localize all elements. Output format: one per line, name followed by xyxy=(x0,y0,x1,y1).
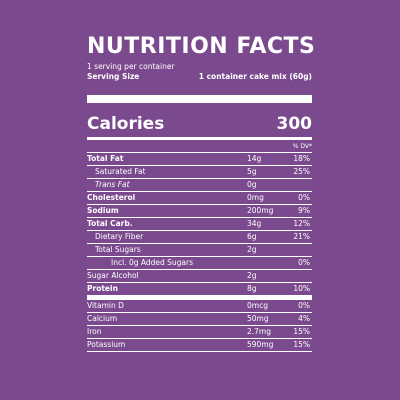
nutrient-name: Incl. 0g Added Sugars xyxy=(111,258,193,267)
nutrient-row: Total Carb. 34g 12% xyxy=(87,218,312,231)
nutrient-amount: 8g xyxy=(247,284,257,293)
nutrient-row: Dietary Fiber 6g 21% xyxy=(87,231,312,244)
nutrition-label: NUTRITION FACTS 1 serving per container … xyxy=(87,34,316,352)
nutrient-dv: 4% xyxy=(298,314,310,323)
nutrient-dv: 15% xyxy=(293,327,310,336)
nutrient-dv: 0% xyxy=(298,193,310,202)
nutrient-amount: 50mg xyxy=(247,314,269,323)
nutrient-row: Sugar Alcohol 2g xyxy=(87,270,312,283)
nutrient-dv: 21% xyxy=(293,232,310,241)
serving-size: Serving Size 1 container cake mix (60g) xyxy=(87,72,312,83)
nutrient-row: Trans Fat 0g xyxy=(87,179,312,192)
divider xyxy=(87,137,312,140)
nutrient-row: Potassium 590mg 15% xyxy=(87,339,312,352)
nutrient-name: Trans Fat xyxy=(95,180,130,189)
nutrient-row: Sodium 200mg 9% xyxy=(87,205,312,218)
nutrient-dv: 0% xyxy=(298,301,310,310)
nutrient-amount: 590mg xyxy=(247,340,274,349)
calories: Calories 300 xyxy=(87,111,312,137)
nutrient-dv: 25% xyxy=(293,167,310,176)
title: NUTRITION FACTS xyxy=(87,34,316,59)
nutrient-amount: 2.7mg xyxy=(247,327,271,336)
nutrient-amount: 2g xyxy=(247,245,257,254)
nutrient-row: Vitamin D 0mcg 0% xyxy=(87,300,312,313)
nutrient-name: Total Carb. xyxy=(87,219,133,228)
nutrient-amount: 2g xyxy=(247,271,257,280)
nutrient-amount: 6g xyxy=(247,232,257,241)
nutrient-name: Dietary Fiber xyxy=(95,232,144,241)
nutrient-name: Iron xyxy=(87,327,102,336)
divider xyxy=(87,296,312,300)
divider xyxy=(87,95,312,103)
nutrient-row: Cholesterol 0mg 0% xyxy=(87,192,312,205)
nutrient-dv: 9% xyxy=(298,206,310,215)
nutrient-amount: 5g xyxy=(247,167,257,176)
calories-label: Calories xyxy=(87,114,165,134)
nutrient-row: Calcium 50mg 4% xyxy=(87,313,312,326)
nutrient-list: Total Fat 14g 18% Saturated Fat 5g 25% Trans F… xyxy=(87,153,312,296)
serving-size-label: Serving Size xyxy=(87,72,140,81)
nutrient-dv: 0% xyxy=(298,258,310,267)
nutrient-amount: 14g xyxy=(247,154,262,163)
vitamin-list: Vitamin D 0mcg 0% Calcium 50mg 4% Iron 2.7mg 15%… xyxy=(87,300,312,352)
nutrient-dv: 15% xyxy=(293,340,310,349)
servings: 1 serving per container xyxy=(87,62,175,71)
nutrient-name: Total Fat xyxy=(87,154,124,163)
nutrient-row: Total Sugars 2g xyxy=(87,244,312,257)
dv-header: % DV* xyxy=(87,140,312,153)
nutrient-name: Saturated Fat xyxy=(95,167,146,176)
nutrient-row: Saturated Fat 5g 25% xyxy=(87,166,312,179)
nutrient-row: Iron 2.7mg 15% xyxy=(87,326,312,339)
nutrient-dv: 12% xyxy=(293,219,310,228)
nutrient-name: Sugar Alcohol xyxy=(87,271,139,280)
nutrient-row: Incl. 0g Added Sugars 0% xyxy=(87,257,312,270)
nutrient-row: Total Fat 14g 18% xyxy=(87,153,312,166)
nutrient-amount: 0mcg xyxy=(247,301,268,310)
nutrient-name: Total Sugars xyxy=(95,245,141,254)
nutrient-name: Sodium xyxy=(87,206,119,215)
serving-size-value: 1 container cake mix (60g) xyxy=(198,72,312,81)
nutrient-name: Cholesterol xyxy=(87,193,136,202)
nutrient-name: Calcium xyxy=(87,314,118,323)
nutrient-amount: 0g xyxy=(247,180,257,189)
nutrient-dv: 10% xyxy=(293,284,310,293)
calories-value: 300 xyxy=(276,114,313,134)
nutrient-name: Protein xyxy=(87,284,118,293)
nutrient-amount: 0mg xyxy=(247,193,264,202)
nutrient-name: Vitamin D xyxy=(87,301,124,310)
nutrient-amount: 34g xyxy=(247,219,262,228)
nutrient-dv: 18% xyxy=(293,154,310,163)
nutrient-amount: 200mg xyxy=(247,206,274,215)
nutrient-row: Protein 8g 10% xyxy=(87,283,312,296)
nutrient-name: Potassium xyxy=(87,340,126,349)
